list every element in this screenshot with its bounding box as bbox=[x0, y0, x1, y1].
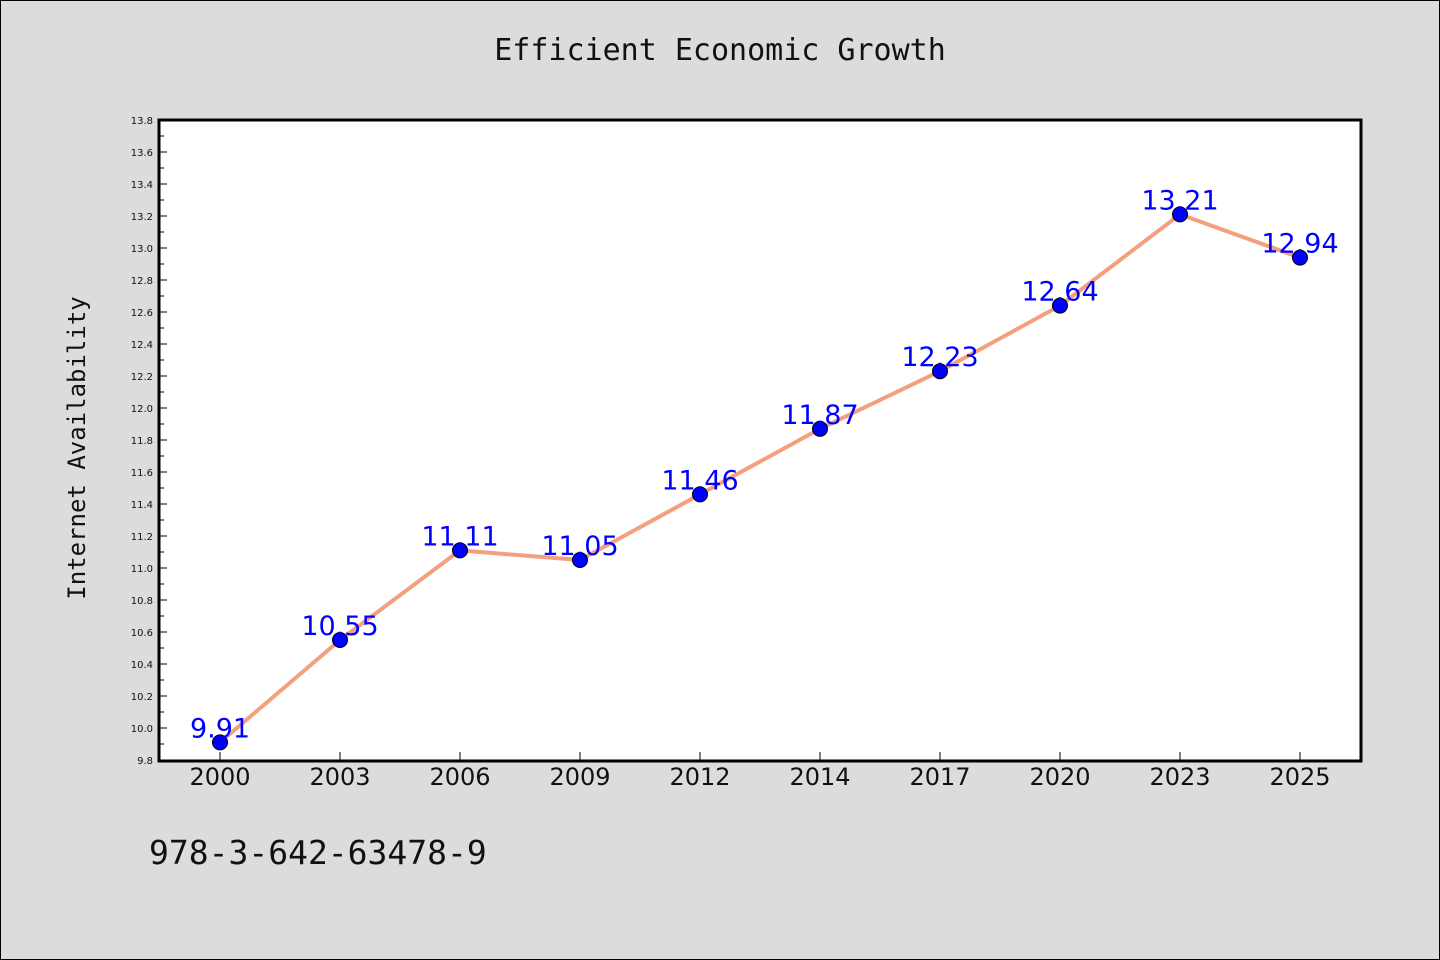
x-tick-label: 2025 bbox=[1269, 763, 1330, 791]
y-tick-label: 10.2 bbox=[131, 692, 153, 703]
y-tick-label: 13.8 bbox=[131, 116, 153, 127]
data-label: 10.55 bbox=[301, 611, 378, 642]
y-tick-label: 12.6 bbox=[131, 308, 153, 319]
x-tick-label: 2012 bbox=[669, 763, 730, 791]
data-point bbox=[1052, 297, 1068, 314]
x-tick-label: 2006 bbox=[429, 763, 490, 791]
data-point bbox=[1172, 206, 1188, 223]
y-tick-label: 12.2 bbox=[131, 372, 153, 383]
data-point bbox=[332, 632, 348, 648]
x-tick-label: 2014 bbox=[789, 763, 850, 791]
data-point bbox=[932, 363, 948, 380]
y-tick-label: 10.6 bbox=[131, 628, 153, 639]
chart-title: Efficient Economic Growth bbox=[494, 33, 946, 68]
y-tick-label: 11.0 bbox=[131, 564, 153, 575]
y-tick-label: 13.0 bbox=[131, 244, 153, 255]
data-label: 11.46 bbox=[661, 465, 738, 496]
data-label: 12.23 bbox=[901, 342, 978, 373]
y-tick-label: 9.8 bbox=[137, 756, 153, 767]
data-point bbox=[452, 542, 468, 559]
y-tick-label: 10.0 bbox=[131, 724, 153, 735]
y-tick-label: 13.4 bbox=[131, 180, 153, 191]
footer-code: 978-3-642-63478-9 bbox=[149, 833, 487, 872]
y-tick-label: 11.8 bbox=[131, 436, 153, 447]
data-point bbox=[212, 734, 228, 751]
y-tick-label: 10.8 bbox=[131, 596, 153, 607]
y-tick-label: 12.0 bbox=[131, 404, 153, 415]
y-tick-label: 10.4 bbox=[131, 660, 153, 671]
data-label: 13.21 bbox=[1141, 185, 1218, 216]
data-point bbox=[812, 420, 828, 437]
y-tick-label: 11.4 bbox=[131, 500, 153, 511]
data-point bbox=[1292, 249, 1308, 266]
y-tick-label: 11.2 bbox=[131, 532, 153, 543]
x-tick-label: 2020 bbox=[1029, 763, 1090, 791]
data-label: 11.05 bbox=[541, 531, 618, 562]
y-axis-label: Internet Availability bbox=[63, 296, 91, 599]
y-tick-label: 11.6 bbox=[131, 468, 153, 479]
data-label: 9.91 bbox=[190, 713, 250, 744]
x-tick-label: 2000 bbox=[189, 763, 250, 791]
y-tick-label: 13.2 bbox=[131, 212, 153, 223]
y-tick-label: 12.4 bbox=[131, 340, 153, 351]
x-tick-label: 2003 bbox=[309, 763, 370, 791]
data-label: 11.87 bbox=[781, 400, 858, 431]
data-label: 11.11 bbox=[421, 521, 498, 552]
data-point bbox=[692, 486, 708, 503]
x-tick-label: 2017 bbox=[909, 763, 970, 791]
x-tick-label: 2009 bbox=[549, 763, 610, 791]
x-tick-label: 2023 bbox=[1149, 763, 1210, 791]
data-point bbox=[572, 552, 588, 568]
data-label: 12.94 bbox=[1261, 229, 1338, 260]
y-tick-label: 12.8 bbox=[131, 276, 153, 287]
series-line bbox=[218, 212, 1301, 744]
y-tick-label: 13.6 bbox=[131, 148, 153, 159]
data-label: 12.64 bbox=[1021, 277, 1098, 308]
